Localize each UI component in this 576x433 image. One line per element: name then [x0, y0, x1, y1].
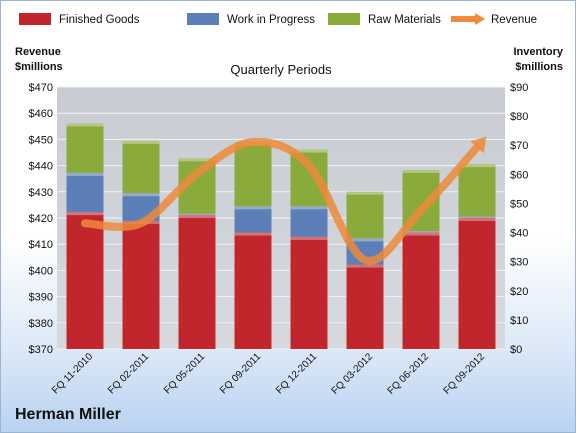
y-right-ticks: $0 $10 $20 $30 $40 $50 $60 $70 $80 $90 — [510, 82, 528, 356]
y-left-tick-label: $430 — [29, 187, 53, 199]
bar-finished-goods-fq-09-2011-highlight — [234, 232, 272, 236]
y-left-tick-label: $380 — [29, 318, 53, 330]
company-name: Herman Miller — [15, 406, 121, 423]
legend: Finished Goods Work in Progress Raw Materi… — [19, 13, 537, 26]
y-left-tick-label: $370 — [29, 344, 53, 356]
bar-work-in-progress-fq-05-2011 — [178, 213, 216, 216]
bar-raw-materials-fq-03-2012-highlight — [346, 191, 384, 195]
y-left-ticks: $370 $380 $390 $400 $410 $420 $430 $440 $450 $460… — [29, 82, 53, 356]
x-tick-label: FQ 09-2012 — [442, 351, 488, 397]
bar-work-in-progress-fq-12-2011-highlight — [290, 206, 328, 210]
bar-raw-materials-fq-09-2012 — [458, 164, 496, 217]
legend-arrow-revenue — [475, 13, 485, 25]
y-right-tick-label: $10 — [510, 315, 528, 327]
bar-raw-materials-fq-03-2012 — [346, 191, 384, 239]
legend-swatch-finished-goods — [19, 13, 51, 25]
bar-raw-materials-fq-06-2012-highlight — [402, 169, 440, 173]
x-tick-label: FQ 05-2011 — [162, 351, 207, 396]
bar-work-in-progress-fq-11-2010-highlight — [66, 172, 104, 176]
y-right-tick-label: $0 — [510, 344, 522, 356]
bar-raw-materials-fq-09-2012-highlight — [458, 164, 496, 168]
y-right-tick-label: $40 — [510, 228, 528, 240]
y-right-tick-label: $50 — [510, 198, 528, 210]
y-left-tick-label: $410 — [29, 239, 53, 251]
legend-label-revenue: Revenue — [491, 14, 537, 26]
y-right-tick-label: $90 — [510, 82, 528, 94]
y-left-label-line2: $millions — [15, 61, 63, 73]
bar-finished-goods-fq-09-2011 — [234, 232, 272, 349]
x-tick-label: FQ 06-2012 — [386, 351, 432, 397]
y-left-tick-label: $450 — [29, 134, 53, 146]
bar-raw-materials-fq-11-2010 — [66, 123, 104, 173]
bar-finished-goods-fq-05-2011 — [178, 215, 216, 349]
bar-finished-goods-fq-02-2011 — [122, 220, 160, 349]
bar-work-in-progress-fq-09-2011 — [234, 206, 272, 233]
y-right-tick-label: $60 — [510, 169, 528, 181]
x-tick-label: FQ 09-2011 — [218, 351, 263, 396]
bar-work-in-progress-fq-09-2012 — [458, 216, 496, 218]
bar-finished-goods-fq-12-2011-highlight — [290, 236, 328, 240]
y-right-label-line1: Inventory — [513, 46, 563, 58]
legend-label-raw-materials: Raw Materials — [368, 14, 441, 26]
revenue-line — [81, 136, 487, 265]
x-tick-label: FQ 02-2011 — [106, 351, 151, 396]
bar-work-in-progress-fq-11-2010 — [66, 172, 104, 213]
revenue-line-path — [81, 137, 481, 265]
y-right-tick-label: $70 — [510, 140, 528, 152]
bar-raw-materials-fq-11-2010-highlight — [66, 123, 104, 127]
bar-finished-goods-fq-06-2012 — [402, 232, 440, 349]
bar-raw-materials-fq-02-2011-highlight — [122, 140, 160, 144]
bar-raw-materials-fq-09-2011 — [234, 142, 272, 207]
y-left-tick-label: $440 — [29, 161, 53, 173]
bar-finished-goods-fq-03-2012 — [346, 264, 384, 349]
bar-work-in-progress-fq-02-2011-highlight — [122, 193, 160, 197]
y-left-tick-label: $460 — [29, 108, 53, 120]
revenue-line-arrowhead — [470, 136, 487, 154]
bar-work-in-progress-fq-12-2011 — [290, 206, 328, 237]
x-tick-label: FQ 03-2012 — [330, 351, 376, 397]
bar-raw-materials-fq-05-2011-highlight — [178, 158, 216, 162]
bar-finished-goods-fq-11-2010 — [66, 212, 104, 349]
x-tick-label: FQ 11-2010 — [50, 351, 95, 396]
y-right-tick-label: $30 — [510, 257, 528, 269]
bar-finished-goods-fq-12-2011 — [290, 236, 328, 349]
y-left-tick-label: $390 — [29, 292, 53, 304]
bar-work-in-progress-fq-05-2011-highlight — [178, 213, 216, 216]
legend-label-work-in-progress: Work in Progress — [227, 14, 315, 26]
legend-swatch-work-in-progress — [187, 13, 219, 25]
x-tick-label: FQ 12-2011 — [274, 351, 319, 396]
chart-title: Quarterly Periods — [230, 62, 332, 77]
bar-finished-goods-fq-09-2012-highlight — [458, 218, 496, 221]
bar-work-in-progress-fq-09-2011-highlight — [234, 206, 272, 210]
bar-work-in-progress-fq-03-2012-highlight — [346, 238, 384, 242]
bar-raw-materials-fq-02-2011 — [122, 140, 160, 194]
y-left-tick-label: $420 — [29, 213, 53, 225]
bar-work-in-progress-fq-06-2012 — [402, 231, 440, 233]
bar-finished-goods-fq-11-2010-highlight — [66, 212, 104, 216]
legend-swatch-raw-materials — [328, 13, 360, 25]
bar-finished-goods-fq-03-2012-highlight — [346, 264, 384, 268]
y-right-tick-label: $80 — [510, 111, 528, 123]
y-left-tick-label: $470 — [29, 82, 53, 94]
bar-work-in-progress-fq-06-2012-highlight — [402, 231, 440, 233]
bar-finished-goods-fq-09-2012 — [458, 218, 496, 349]
bar-raw-materials-fq-12-2011-highlight — [290, 149, 328, 153]
y-right-label-line2: $millions — [515, 61, 563, 73]
y-left-tick-label: $400 — [29, 265, 53, 277]
y-right-tick-label: $20 — [510, 286, 528, 298]
bars — [66, 123, 496, 349]
bar-work-in-progress-fq-09-2012-highlight — [458, 216, 496, 218]
x-tick-labels: FQ 11-2010 FQ 02-2011 FQ 05-2011 FQ 09-2011… — [50, 351, 487, 397]
legend-label-finished-goods: Finished Goods — [59, 14, 140, 26]
bar-finished-goods-fq-06-2012-highlight — [402, 232, 440, 236]
bar-finished-goods-fq-05-2011-highlight — [178, 215, 216, 219]
y-left-label-line1: Revenue — [15, 46, 61, 58]
